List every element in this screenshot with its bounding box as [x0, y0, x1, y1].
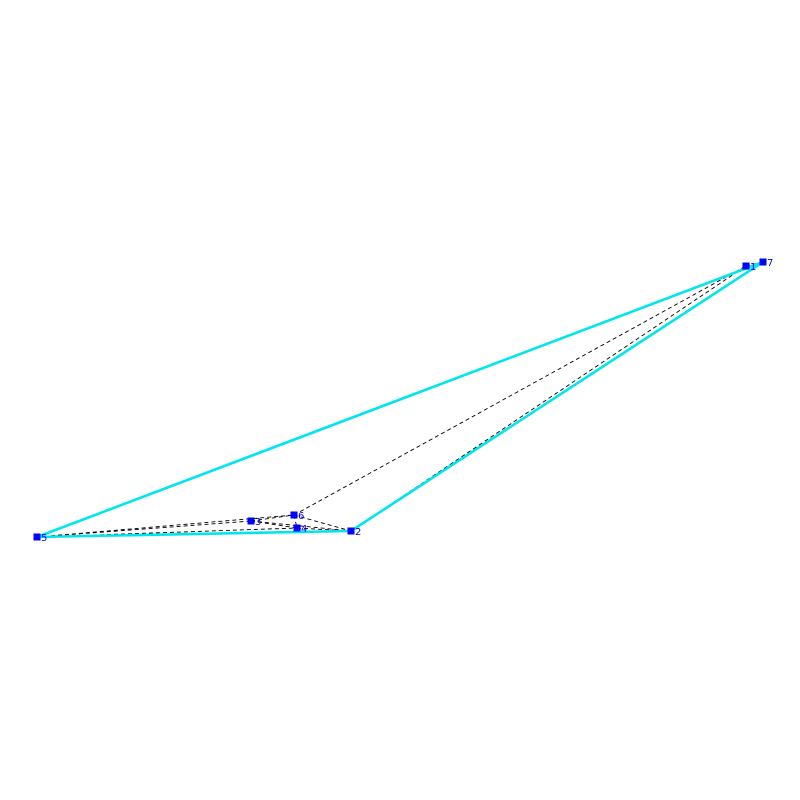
vertex-4: 4: [293, 524, 307, 535]
vertex-3: 3: [247, 517, 261, 528]
vertex-label: 5: [41, 533, 47, 544]
vertex-marker: [33, 533, 41, 541]
vertex-7: 7: [759, 258, 773, 269]
inner-edge-5-6: [36, 514, 295, 538]
hull-edge-2-5: [35, 529, 353, 539]
vertex-marker: [347, 527, 355, 535]
vertex-1: 1: [742, 262, 756, 273]
vertex-label: 1: [750, 262, 756, 273]
hull-edges-group: [35, 260, 765, 539]
hull-edge-7-2: [349, 260, 765, 533]
vertex-2: 2: [347, 527, 361, 538]
inner-edge-6-2: [293, 514, 352, 532]
inner-edge-3-2: [250, 520, 352, 532]
inner-edge-3-6: [250, 514, 295, 522]
vertex-label: 4: [301, 524, 307, 535]
vertex-marker: [759, 258, 767, 266]
vertex-marker: [293, 524, 301, 532]
vertex-6: 6: [290, 511, 304, 522]
vertex-label: 2: [355, 527, 361, 538]
hull-edge-5-7: [35, 260, 765, 539]
vertex-label: 6: [298, 511, 304, 522]
vertex-label: 3: [255, 517, 261, 528]
vertex-marker: [742, 262, 750, 270]
inner-edge-6-1: [293, 265, 747, 516]
vertex-marker: [290, 511, 298, 519]
vertices-group: 1 2 3 4 5 6 7: [33, 258, 773, 544]
vertex-marker: [247, 517, 255, 525]
vertex-label: 7: [767, 258, 773, 269]
vertex-5: 5: [33, 533, 47, 544]
